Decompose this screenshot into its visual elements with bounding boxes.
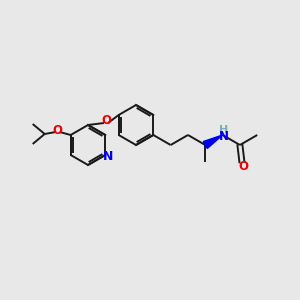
Text: O: O — [101, 115, 111, 128]
Text: N: N — [103, 149, 113, 163]
Polygon shape — [203, 135, 223, 148]
Text: N: N — [219, 130, 229, 142]
Text: O: O — [53, 124, 63, 136]
Text: H: H — [219, 125, 228, 135]
Text: O: O — [238, 160, 248, 173]
